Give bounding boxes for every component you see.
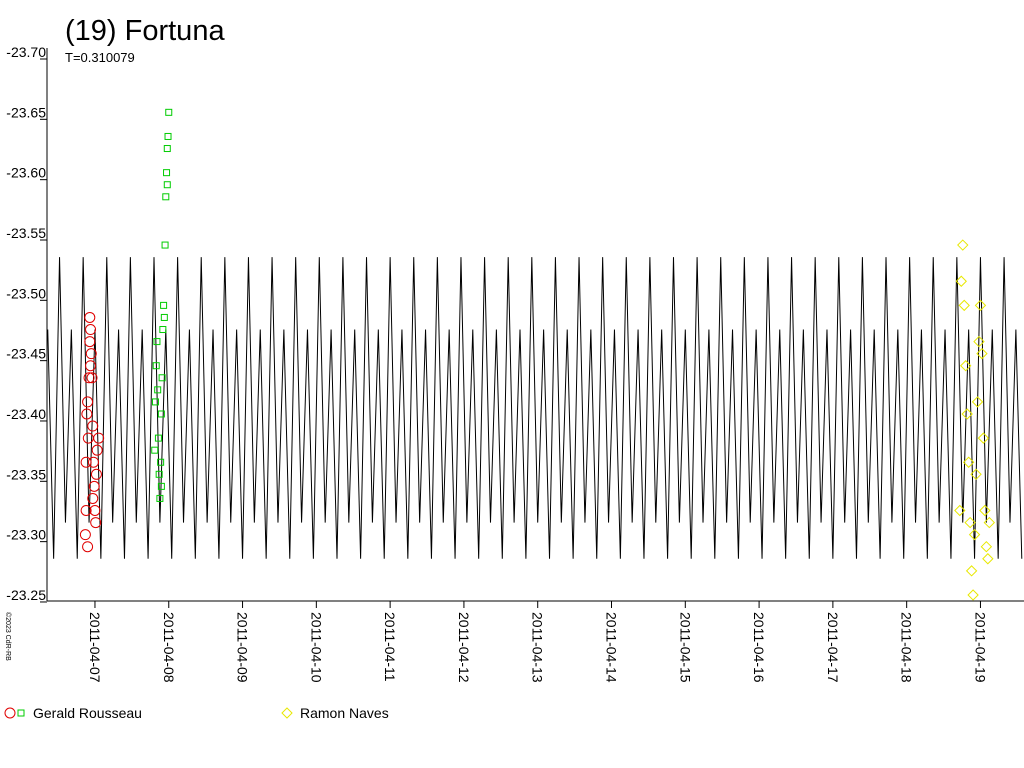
x-tick-label: 2011-04-18 [899, 612, 915, 683]
y-tick-label: -23.25 [6, 587, 46, 603]
data-point [961, 408, 973, 420]
x-tick-label: 2011-04-07 [87, 612, 103, 683]
data-point [964, 516, 976, 529]
data-point [959, 360, 972, 372]
data-point [87, 456, 99, 468]
data-point [980, 540, 993, 553]
data-point [968, 528, 981, 541]
data-point [958, 299, 970, 312]
x-tick-label: 2011-04-15 [677, 612, 693, 683]
data-point [84, 311, 96, 323]
data-point [965, 565, 978, 577]
data-point [159, 326, 167, 334]
x-tick-label: 2011-04-09 [235, 612, 251, 683]
data-point [983, 516, 996, 529]
data-point [91, 444, 103, 456]
data-point [86, 372, 98, 384]
data-point [88, 480, 100, 492]
legend-marker [281, 707, 293, 719]
chart-title: (19) Fortuna [65, 15, 225, 47]
x-tick-label: 2011-04-14 [604, 612, 620, 683]
data-point [971, 396, 984, 408]
data-point [165, 108, 173, 116]
data-point [955, 275, 967, 287]
data-point [85, 360, 97, 372]
data-point [973, 335, 985, 348]
y-tick-label: -23.70 [6, 44, 46, 60]
data-point [87, 420, 99, 432]
y-tick-label: -23.35 [6, 466, 46, 482]
x-tick-label: 2011-04-08 [161, 612, 177, 683]
legend-label: Ramon Naves [300, 705, 389, 721]
data-point [89, 505, 101, 517]
x-tick-label: 2011-04-11 [382, 612, 398, 682]
data-point [83, 372, 95, 384]
data-point [93, 432, 105, 444]
data-point [967, 589, 979, 601]
data-point [962, 456, 975, 468]
x-tick-label: 2011-04-12 [456, 612, 472, 683]
y-tick-label: -23.45 [6, 346, 46, 362]
model-curve [47, 257, 1023, 559]
data-point [161, 241, 169, 249]
x-tick-label: 2011-04-19 [972, 612, 988, 683]
y-tick-label: -23.65 [6, 104, 46, 120]
data-point [163, 169, 171, 177]
data-point [151, 446, 159, 454]
data-point [85, 324, 97, 336]
data-point [151, 398, 159, 406]
data-point [87, 492, 99, 504]
y-tick-label: -23.30 [6, 527, 46, 543]
data-point [970, 468, 982, 481]
credit: ©2023 CdR-RB [4, 612, 12, 661]
data-point [162, 193, 170, 201]
legend-marker [17, 709, 25, 717]
data-point [153, 338, 161, 346]
x-tick-label: 2011-04-16 [751, 612, 767, 683]
data-point [160, 301, 168, 309]
data-point [79, 529, 91, 541]
data-point [977, 432, 990, 444]
y-tick-label: -23.50 [6, 285, 46, 301]
x-tick-label: 2011-04-13 [530, 612, 546, 683]
data-point [85, 348, 97, 360]
data-point [152, 362, 160, 370]
data-point [976, 347, 988, 360]
legend-label: Gerald Rousseau [33, 705, 142, 721]
data-point [158, 374, 166, 382]
data-point [80, 505, 92, 517]
data-point [979, 504, 991, 517]
data-point [80, 456, 92, 468]
data-point [81, 408, 93, 420]
data-point [164, 132, 172, 140]
data-point [154, 386, 162, 394]
data-point [157, 482, 165, 490]
data-point [163, 181, 171, 189]
data-point [974, 299, 987, 312]
data-point [157, 410, 165, 418]
data-point [156, 494, 164, 502]
data-point [90, 468, 102, 480]
data-point [160, 313, 168, 321]
chart-subtitle: T=0.310079 [65, 50, 135, 65]
data-point [82, 541, 94, 553]
data-point [163, 145, 171, 153]
data-point [954, 504, 966, 517]
legend-marker [4, 707, 16, 719]
data-point [84, 336, 96, 348]
x-tick-label: 2011-04-10 [308, 612, 324, 683]
y-tick-label: -23.60 [6, 165, 46, 181]
data-point [90, 517, 102, 529]
data-point [155, 470, 163, 478]
x-tick-label: 2011-04-17 [825, 612, 841, 683]
data-point [154, 434, 162, 442]
data-point [957, 239, 969, 251]
y-tick-label: -23.55 [6, 225, 46, 241]
data-point [982, 553, 994, 565]
y-tick-label: -23.40 [6, 406, 46, 422]
data-point [82, 396, 94, 408]
data-point [157, 458, 165, 466]
